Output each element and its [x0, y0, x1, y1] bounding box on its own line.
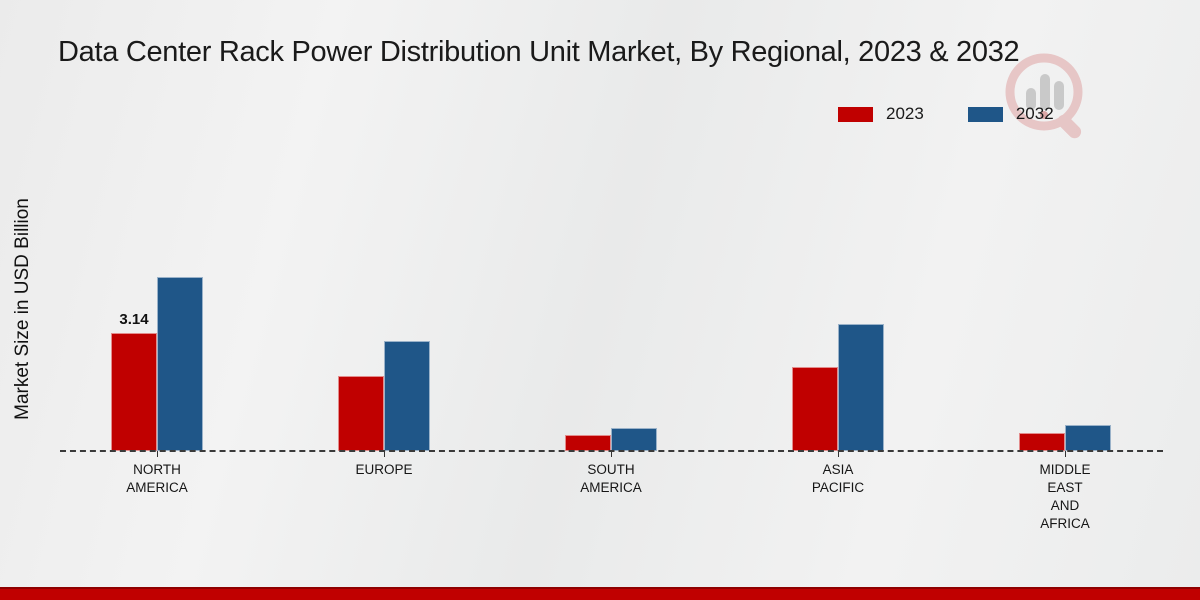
x-axis-tick [157, 451, 158, 457]
bar-2023-europe [338, 376, 384, 451]
bar-2032-south-america [611, 428, 657, 451]
watermark-logo-icon [1005, 53, 1083, 139]
bar-2032-asia-pacific [838, 324, 884, 451]
bar-2032-north-america [157, 277, 203, 451]
x-axis-tick [1065, 451, 1066, 457]
category-label-asia-pacific: ASIA PACIFIC [811, 462, 865, 495]
bar-2023-asia-pacific [792, 367, 838, 451]
legend-label-2023: 2023 [886, 104, 924, 123]
legend-item-2023: 2023 [838, 104, 924, 124]
x-axis-tick [838, 451, 839, 457]
bar-value-label: 3.14 [119, 311, 149, 328]
bar-2023-middle-east-and-africa [1019, 433, 1065, 451]
x-axis-tick [384, 451, 385, 457]
category-label-north-america: NORTH AMERICA [126, 462, 188, 495]
chart-title: Data Center Rack Power Distribution Unit… [58, 36, 1020, 68]
x-axis-tick [611, 451, 612, 457]
category-label-europe: EUROPE [355, 462, 413, 477]
legend-label-2032: 2032 [1015, 104, 1054, 123]
bar-2032-europe [384, 341, 430, 451]
legend-swatch-2023 [838, 106, 873, 122]
zero-baseline [60, 450, 1163, 452]
legend-swatch-2032 [967, 106, 1003, 122]
chart-legend: 2023 2032 [838, 104, 1054, 124]
bar-2023-north-america [111, 333, 157, 451]
category-label-south-america: SOUTH AMERICA [580, 462, 642, 495]
y-axis-label: Market Size in USD Billion [12, 198, 33, 420]
bar-2032-middle-east-and-africa [1065, 425, 1111, 451]
category-label-middle-east-and-africa: MIDDLE EAST AND AFRICA [1039, 462, 1091, 531]
legend-item-2032: 2032 [967, 104, 1054, 124]
bar-2023-south-america [565, 435, 611, 451]
bottom-accent-bar [0, 587, 1200, 600]
